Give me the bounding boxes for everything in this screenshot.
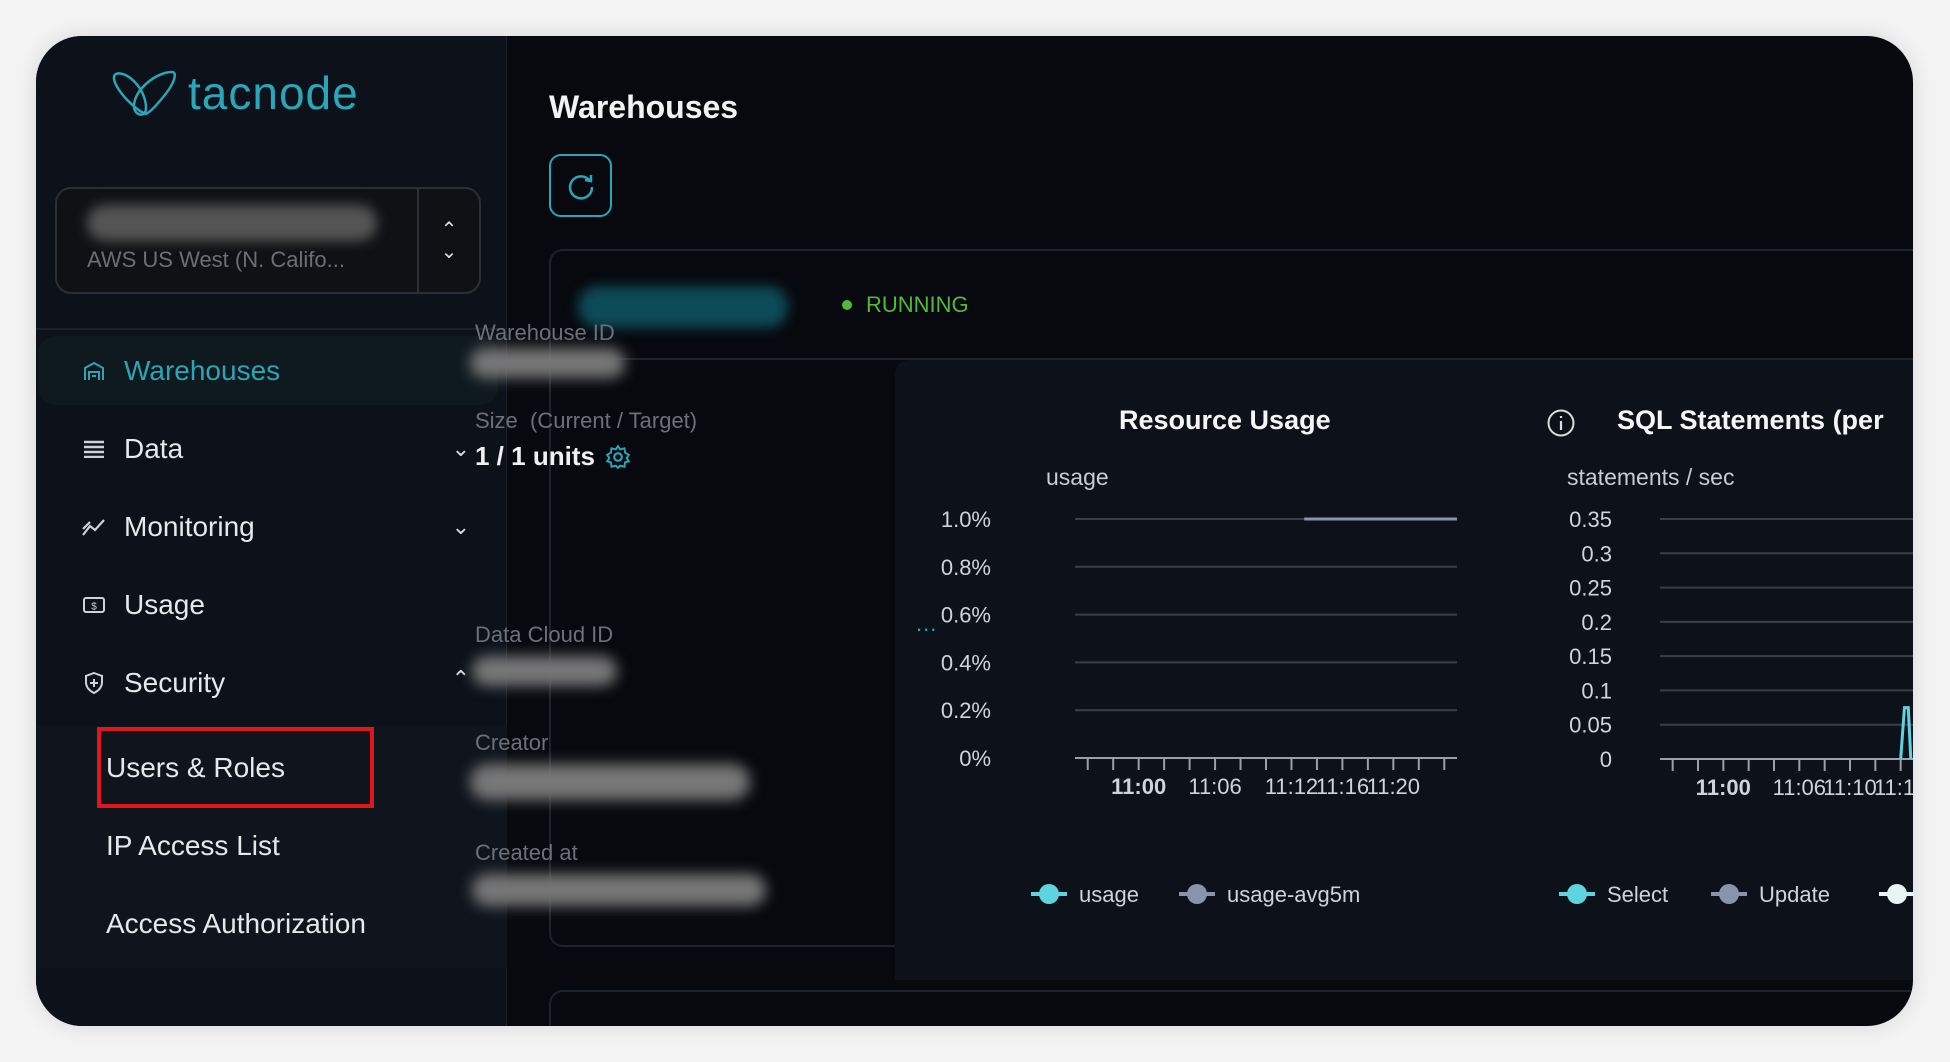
charts-panel	[895, 360, 1913, 980]
redacted-cloud-name	[87, 205, 377, 241]
sidebar-item-label: Warehouses	[124, 354, 281, 386]
page-title: Warehouses	[549, 89, 739, 125]
chart-title: SQL Statements (per	[1617, 405, 1884, 435]
legend-marker	[1039, 884, 1059, 904]
sidebar-item-users-roles[interactable]: Users & Roles	[106, 752, 285, 783]
redacted-creator	[470, 764, 750, 800]
y-tick-label: 0.15	[1569, 644, 1612, 669]
trend-icon	[82, 515, 106, 539]
billing-icon: $	[82, 593, 106, 617]
app-window: tacnode AWS US West (N. Califo... ⌃ ⌄ War…	[36, 36, 1913, 1026]
chevron-down-icon: ⌄	[451, 513, 470, 539]
size-value: 1 / 1 units	[475, 441, 631, 472]
x-tick-label: 11:16	[1316, 774, 1369, 799]
data-cloud-id-label: Data Cloud ID	[475, 622, 614, 647]
creator-label: Creator	[475, 730, 549, 755]
selector-toggle[interactable]: ⌃ ⌄	[417, 189, 479, 292]
y-axis-label: statements / sec	[1567, 464, 1735, 490]
brand-name: tacnode	[188, 67, 359, 119]
warehouse-id-label: Warehouse ID	[475, 320, 615, 345]
refresh-icon	[568, 174, 593, 200]
legend-marker	[1567, 884, 1587, 904]
refresh-button[interactable]	[549, 154, 612, 217]
sidebar-item-data[interactable]: Data ⌄	[38, 414, 498, 483]
status-badge: RUNNING	[842, 292, 969, 318]
y-tick-label: 0.4%	[941, 650, 991, 675]
info-icon[interactable]	[1546, 408, 1576, 443]
data-cloud-selector[interactable]: AWS US West (N. Califo... ⌃ ⌄	[55, 187, 481, 294]
y-tick-label: 0.8%	[941, 555, 991, 580]
gear-icon[interactable]	[605, 443, 631, 470]
region-label: AWS US West (N. Califo...	[87, 247, 345, 272]
status-dot	[842, 300, 852, 310]
redacted-warehouse-name[interactable]	[578, 286, 788, 328]
charts-svg: 0%0.2%0.4%0.6%0.8%1.0%11:00 11:06 11:1211:…	[941, 507, 1913, 907]
size-label: Size (Current / Target)	[475, 408, 698, 433]
y-tick-label: 0.1	[1581, 678, 1612, 703]
x-tick-label: 11:12	[1265, 774, 1318, 799]
chevron-down-icon: ⌄	[440, 240, 458, 263]
legend-label: usage-avg5m	[1227, 882, 1360, 907]
chevron-up-icon: ⌃	[451, 666, 470, 691]
y-tick-label: 0.25	[1569, 576, 1612, 601]
redacted-data-cloud-id	[472, 656, 617, 686]
sidebar-item-access-authorization[interactable]: Access Authorization	[106, 908, 366, 939]
chevron-down-icon: ⌄	[451, 435, 470, 461]
warehouse-icon	[82, 359, 106, 383]
divider	[549, 358, 1913, 360]
y-tick-label: 0.2%	[941, 698, 991, 723]
more-options-button[interactable]: ...	[916, 611, 938, 636]
sidebar-item-label: Security	[124, 666, 226, 698]
series-line-Select	[1899, 706, 1913, 760]
logo[interactable]: tacnode	[112, 66, 359, 120]
status-text: RUNNING	[866, 292, 969, 317]
y-axis-label: usage	[1046, 464, 1109, 490]
warehouse-card	[549, 990, 1913, 1026]
list-icon	[82, 437, 106, 461]
sidebar-item-label: Monitoring	[124, 510, 255, 542]
y-tick-label: 0	[1600, 747, 1612, 772]
size-value-text: 1 / 1 units	[475, 441, 595, 471]
x-tick-label: 11:20	[1367, 774, 1420, 799]
svg-text:$: $	[91, 601, 97, 612]
legend-label: usage	[1079, 882, 1139, 907]
y-tick-label: 0.05	[1569, 713, 1612, 738]
x-tick-label: 11:06	[1188, 774, 1241, 799]
sidebar-item-warehouses[interactable]: Warehouses	[38, 336, 498, 405]
security-submenu	[36, 726, 507, 968]
y-tick-label: 0.2	[1581, 610, 1612, 635]
sidebar-item-usage[interactable]: $ Usage	[38, 570, 498, 639]
sidebar-item-ip-access-list[interactable]: IP Access List	[106, 830, 280, 861]
sidebar-item-monitoring[interactable]: Monitoring ⌄	[38, 492, 498, 561]
chevron-up-icon: ⌃	[440, 218, 458, 241]
y-tick-label: 0%	[959, 746, 991, 771]
legend-marker	[1719, 884, 1739, 904]
redacted-created-at	[472, 874, 766, 906]
y-tick-label: 1.0%	[941, 507, 991, 532]
x-tick-label: 11:14	[1874, 775, 1913, 800]
legend-marker	[1887, 884, 1907, 904]
redacted-warehouse-id	[470, 348, 625, 378]
x-tick-label: 11:00	[1111, 774, 1166, 799]
chart-title: Resource Usage	[1119, 405, 1331, 435]
sidebar-item-label: Usage	[124, 588, 205, 620]
shield-icon	[82, 671, 106, 695]
x-tick-label: 11:06	[1773, 775, 1826, 800]
tacnode-logo-icon	[112, 70, 176, 116]
x-tick-label: 11:00	[1696, 775, 1751, 800]
y-tick-label: 0.3	[1581, 541, 1612, 566]
y-tick-label: 0.35	[1569, 507, 1612, 532]
legend-marker	[1187, 884, 1207, 904]
sidebar: tacnode AWS US West (N. Califo... ⌃ ⌄ War…	[36, 36, 507, 1026]
created-at-label: Created at	[475, 840, 578, 865]
divider	[36, 328, 507, 330]
x-tick-label: 11:10	[1823, 775, 1876, 800]
sidebar-item-security[interactable]: Security ⌃	[38, 648, 498, 717]
y-tick-label: 0.6%	[941, 603, 991, 628]
highlight-box	[97, 727, 374, 808]
legend-label: Select	[1607, 882, 1668, 907]
legend-label: Update	[1759, 882, 1830, 907]
sidebar-item-label: Data	[124, 432, 184, 464]
